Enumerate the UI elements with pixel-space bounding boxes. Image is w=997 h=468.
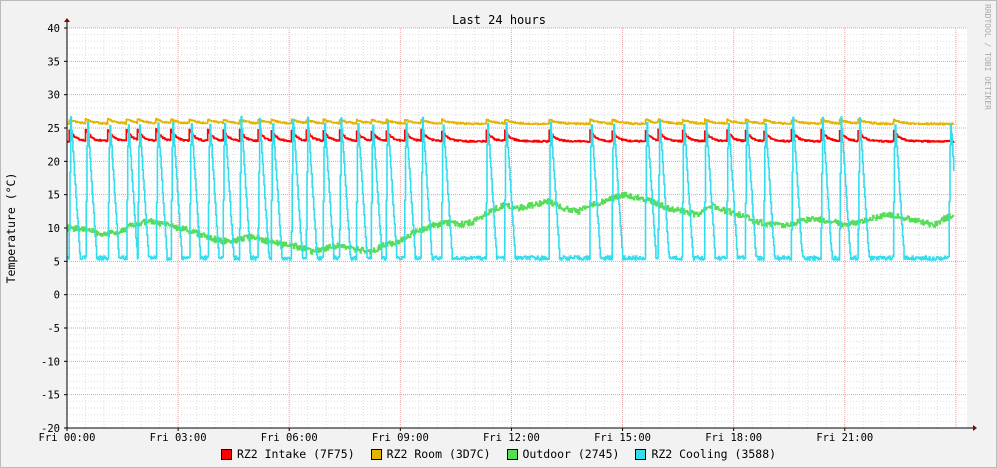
- y-tick-label: 35: [47, 56, 60, 68]
- y-tick-label: 15: [47, 190, 60, 202]
- legend-label: RZ2 Room (3D7C): [386, 447, 491, 461]
- y-tick-label: 10: [47, 223, 60, 235]
- x-tick-label: Fri 00:00: [39, 432, 96, 444]
- series-intake-line: [66, 128, 955, 143]
- grid: [66, 27, 967, 429]
- series-cooling-line: [66, 115, 955, 261]
- watermark: RRDTOOL / TOBI OETIKER: [983, 4, 992, 110]
- legend-item: RZ2 Cooling (3588): [635, 447, 776, 461]
- legend-label: RZ2 Intake (7F75): [236, 447, 355, 461]
- y-tick-label: 30: [47, 90, 60, 102]
- legend-label: RZ2 Cooling (3588): [651, 447, 777, 461]
- series-outdoor-line: [66, 191, 955, 255]
- x-tick-label: Fri 03:00: [150, 432, 207, 444]
- series-room-line: [66, 117, 955, 126]
- legend-swatch: [220, 448, 232, 460]
- x-tick-label: Fri 12:00: [483, 432, 540, 444]
- chart-title: Last 24 hours: [452, 13, 546, 27]
- legend-item: RZ2 Intake (7F75): [220, 447, 355, 461]
- legend-item: Outdoor (2745): [506, 447, 620, 461]
- legend-swatch: [370, 448, 382, 460]
- legend-swatch: [635, 448, 647, 460]
- y-tick-label: -10: [41, 356, 60, 368]
- y-tick-label: 20: [47, 156, 60, 168]
- legend-item: RZ2 Room (3D7C): [370, 447, 491, 461]
- y-tick-label: -15: [41, 390, 60, 402]
- legend: RZ2 Intake (7F75) RZ2 Room (3D7C) Outdoor …: [0, 444, 997, 464]
- x-tick-label: Fri 18:00: [705, 432, 762, 444]
- y-axis-label: Temperature (°C): [4, 173, 18, 284]
- x-axis-arrow: [973, 425, 977, 431]
- y-tick-label: -5: [47, 323, 60, 335]
- x-tick-label: Fri 06:00: [261, 432, 318, 444]
- x-tick-label: Fri 21:00: [816, 432, 873, 444]
- y-axis-arrow: [64, 18, 70, 22]
- x-tick-label: Fri 09:00: [372, 432, 429, 444]
- legend-swatch: [506, 448, 518, 460]
- y-tick-label: 0: [54, 290, 60, 302]
- y-tick-label: 40: [47, 23, 60, 35]
- y-tick-label: -20: [41, 423, 60, 435]
- legend-label: Outdoor (2745): [522, 447, 620, 461]
- y-tick-label: 25: [47, 123, 60, 135]
- x-tick-label: Fri 15:00: [594, 432, 651, 444]
- y-tick-label: 5: [54, 256, 60, 268]
- series-layer: [66, 115, 955, 261]
